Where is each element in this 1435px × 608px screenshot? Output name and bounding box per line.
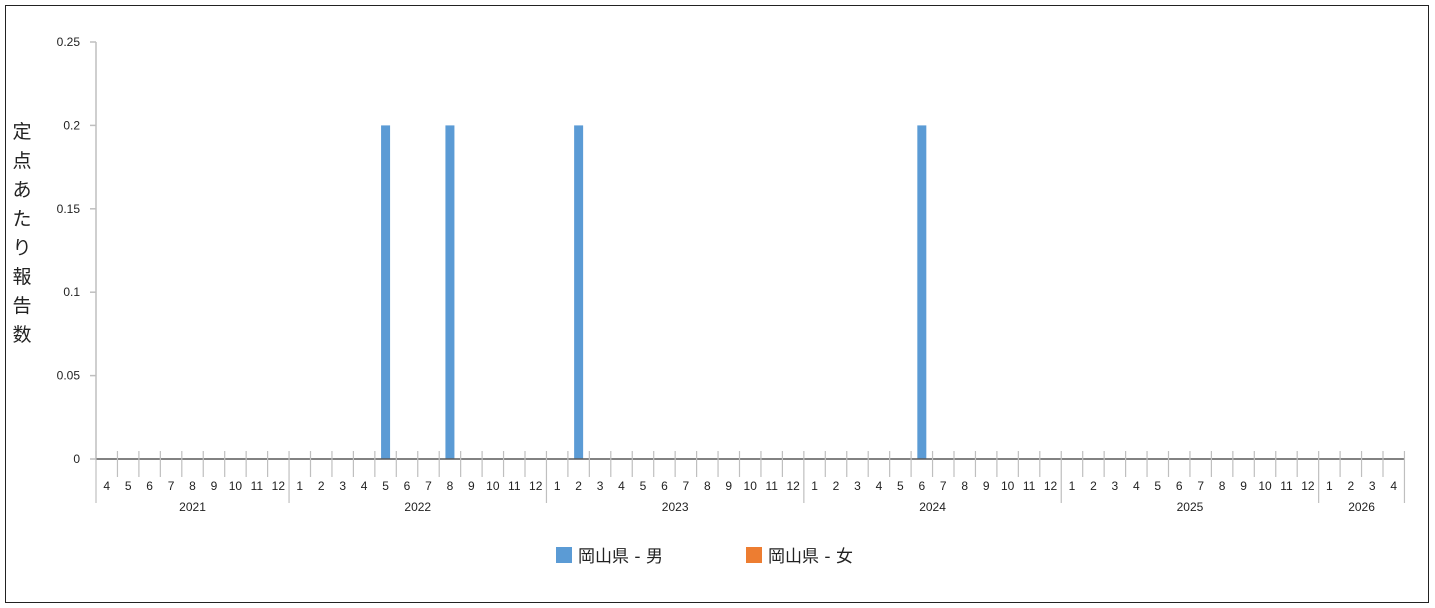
x-month-label: 7 [425, 479, 432, 493]
legend-label-male: 岡山県 - 男 [578, 547, 663, 567]
bar [574, 125, 584, 460]
x-month-label: 1 [811, 479, 818, 493]
x-month-label: 1 [1069, 479, 1076, 493]
x-month-label: 1 [554, 479, 561, 493]
x-month-label: 8 [961, 479, 968, 493]
x-month-label: 7 [940, 479, 947, 493]
x-month-label: 4 [876, 479, 883, 493]
x-month-label: 10 [1258, 479, 1272, 493]
x-month-label: 7 [683, 479, 690, 493]
y-label-char: 定 [12, 121, 31, 143]
x-month-label: 8 [189, 479, 196, 493]
x-year-label: 2024 [919, 500, 946, 514]
bar [445, 125, 455, 460]
y-label-char: 報 [12, 266, 31, 288]
x-month-label: 5 [640, 479, 647, 493]
y-axis: 0 0.05 0.1 0.15 0.2 0.25 [57, 35, 97, 466]
bar [917, 125, 927, 460]
x-month-label: 4 [1133, 479, 1140, 493]
legend: 岡山県 - 男 岡山県 - 女 [556, 547, 853, 567]
bars [381, 125, 927, 460]
y-tick-label: 0.15 [57, 202, 81, 216]
x-month-label: 3 [1112, 479, 1119, 493]
x-month-label: 12 [529, 479, 543, 493]
x-month-label: 1 [1326, 479, 1333, 493]
legend-swatch-female [746, 547, 762, 563]
x-month-label: 3 [1369, 479, 1376, 493]
x-month-label: 8 [704, 479, 711, 493]
x-month-label: 9 [468, 479, 475, 493]
x-month-label: 12 [786, 479, 800, 493]
x-month-label: 4 [618, 479, 625, 493]
x-month-label: 12 [272, 479, 286, 493]
x-month-label: 2 [833, 479, 840, 493]
x-year-label: 2025 [1177, 500, 1204, 514]
y-label-char: あ [12, 179, 31, 201]
y-tick-label: 0.2 [63, 118, 80, 132]
x-month-label: 9 [211, 479, 218, 493]
x-month-label: 9 [725, 479, 732, 493]
x-month-label: 10 [486, 479, 500, 493]
x-month-label: 2 [318, 479, 325, 493]
legend-label-female: 岡山県 - 女 [768, 547, 853, 567]
y-tick-label: 0.25 [57, 35, 81, 49]
x-month-label: 5 [1154, 479, 1161, 493]
x-month-label: 12 [1301, 479, 1315, 493]
x-month-label: 6 [661, 479, 668, 493]
x-month-label: 2 [1090, 479, 1097, 493]
x-month-label: 6 [1176, 479, 1183, 493]
x-month-label: 8 [447, 479, 454, 493]
y-label-char: り [12, 237, 31, 259]
x-month-label: 2 [1347, 479, 1354, 493]
x-month-label: 3 [597, 479, 604, 493]
x-month-label: 5 [382, 479, 389, 493]
x-month-label: 6 [404, 479, 411, 493]
y-tick-label: 0.1 [63, 285, 80, 299]
x-month-label: 12 [1044, 479, 1058, 493]
x-year-label: 2021 [179, 500, 206, 514]
x-month-label: 10 [229, 479, 243, 493]
x-month-label: 11 [1023, 479, 1036, 493]
bar [381, 125, 391, 460]
x-month-label: 3 [339, 479, 346, 493]
x-month-label: 10 [744, 479, 758, 493]
x-month-label: 2 [575, 479, 582, 493]
y-label-char: 数 [12, 324, 31, 346]
x-month-label: 11 [251, 479, 264, 493]
chart-frame [5, 5, 1429, 603]
x-month-label: 4 [103, 479, 110, 493]
x-month-label: 7 [1197, 479, 1204, 493]
x-month-label: 5 [897, 479, 904, 493]
x-year-label: 2026 [1348, 500, 1375, 514]
y-label-char: 点 [12, 150, 31, 172]
x-month-label: 11 [508, 479, 521, 493]
x-month-label: 6 [918, 479, 925, 493]
x-month-label: 9 [983, 479, 990, 493]
y-tick-label: 0 [73, 452, 80, 466]
x-month-label: 9 [1240, 479, 1247, 493]
x-month-label: 7 [168, 479, 175, 493]
x-month-label: 1 [296, 479, 303, 493]
x-month-label: 8 [1219, 479, 1226, 493]
y-label-char: た [12, 208, 31, 230]
x-month-label: 4 [1390, 479, 1397, 493]
x-month-label: 6 [146, 479, 153, 493]
x-month-label: 11 [765, 479, 778, 493]
x-month-label: 5 [125, 479, 132, 493]
x-month-label: 11 [1280, 479, 1293, 493]
x-year-label: 2022 [404, 500, 431, 514]
y-tick-label: 0.05 [57, 369, 81, 383]
x-year-label: 2023 [662, 500, 689, 514]
x-axis: 4 5 6 7 8 9 10 11 12 1 2 3 4 5 6 7 8 9 10 11 12 1 2 3 4 5 6 7 8 9 10 11… [95, 451, 1406, 514]
x-month-label: 10 [1001, 479, 1015, 493]
legend-swatch-male [556, 547, 572, 563]
y-label-char: 告 [12, 295, 31, 317]
x-month-label: 4 [361, 479, 368, 493]
x-month-label: 3 [854, 479, 861, 493]
